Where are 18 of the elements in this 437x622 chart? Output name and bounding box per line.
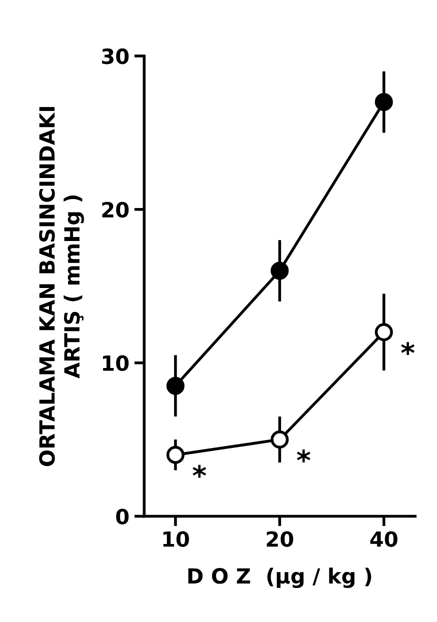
y-tick-label: 20 <box>102 202 129 218</box>
y-tick-label: 10 <box>102 355 129 372</box>
annotation: * <box>401 342 415 355</box>
x-axis-title: D O Z (μg / kg ) <box>188 568 372 588</box>
point <box>374 323 393 342</box>
point <box>374 92 393 112</box>
point <box>166 446 184 464</box>
annotation: * <box>296 449 310 462</box>
y-axis-title: ORTALAMA KAN BASINCINDAKI ARTIŞ ( mmHg ) <box>39 107 84 466</box>
point <box>270 262 289 280</box>
x-tick-label: 40 <box>370 531 398 547</box>
point <box>166 376 184 395</box>
y-tick-label: 30 <box>102 48 129 64</box>
annotation: * <box>192 464 206 478</box>
y-tick-label: 0 <box>116 508 129 524</box>
x-tick-label: 10 <box>163 531 189 547</box>
point <box>270 430 289 449</box>
x-tick-label: 20 <box>266 531 294 547</box>
